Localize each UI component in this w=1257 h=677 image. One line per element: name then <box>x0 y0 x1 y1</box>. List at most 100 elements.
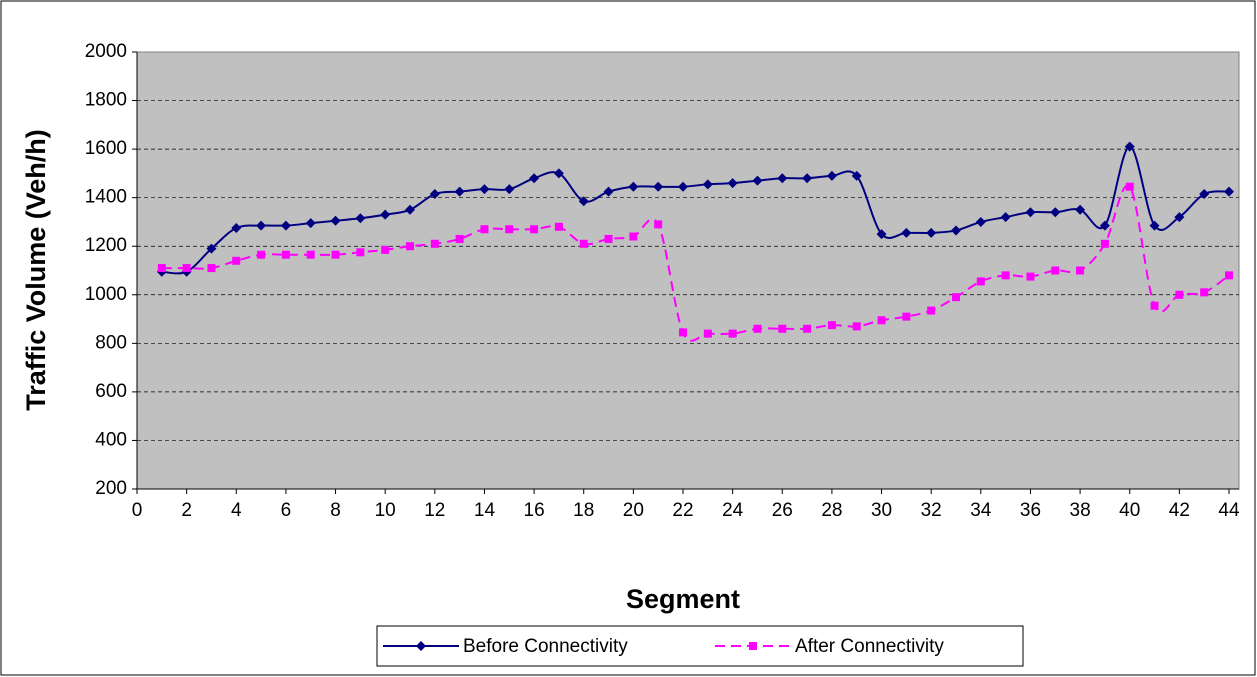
data-point <box>1124 141 1135 152</box>
data-point <box>752 175 763 186</box>
data-point <box>852 322 861 331</box>
y-tick-label: 800 <box>95 332 127 353</box>
data-point <box>182 264 191 273</box>
data-point <box>629 232 638 241</box>
data-point <box>976 277 985 286</box>
data-point <box>1200 288 1209 297</box>
x-tick-label: 20 <box>623 500 644 521</box>
data-point <box>529 173 540 184</box>
data-point <box>702 179 713 190</box>
y-tick-label: 1000 <box>85 284 127 305</box>
data-point <box>653 181 664 192</box>
data-point <box>356 248 365 257</box>
legend-marker <box>416 641 426 651</box>
data-point <box>654 220 663 229</box>
data-point <box>578 196 589 207</box>
data-point <box>1025 207 1036 218</box>
data-point <box>257 250 266 259</box>
data-point <box>728 329 737 338</box>
data-point <box>430 239 439 248</box>
data-point <box>505 225 514 234</box>
data-point <box>727 178 738 189</box>
data-point <box>628 181 639 192</box>
x-tick-label: 16 <box>524 500 545 521</box>
y-tick-label: 1200 <box>85 235 127 256</box>
x-tick-label: 26 <box>772 500 793 521</box>
x-tick-label: 8 <box>330 500 341 521</box>
x-tick-label: 10 <box>375 500 396 521</box>
x-tick-label: 24 <box>722 500 744 521</box>
data-point <box>1100 239 1109 248</box>
x-tick-label: 0 <box>132 500 143 521</box>
y-tick-label: 1800 <box>85 90 127 111</box>
legend-label: Before Connectivity <box>463 636 628 657</box>
data-point <box>355 213 366 224</box>
data-point <box>429 189 440 200</box>
data-point <box>554 222 563 231</box>
legend-box <box>376 625 1024 667</box>
data-point <box>1051 266 1060 275</box>
data-point <box>1175 290 1184 299</box>
x-tick-label: 6 <box>281 500 292 521</box>
data-point <box>232 256 241 265</box>
data-point <box>679 328 687 337</box>
legend-label: After Connectivity <box>795 636 944 657</box>
data-point <box>952 293 960 302</box>
x-axis-title: Segment <box>626 584 740 614</box>
data-point <box>1000 212 1011 223</box>
data-point <box>281 250 290 259</box>
data-point <box>851 170 862 181</box>
data-point <box>603 186 614 197</box>
data-point <box>454 186 465 197</box>
data-point <box>753 324 762 333</box>
data-point <box>579 239 588 248</box>
data-point <box>703 329 712 338</box>
data-point <box>678 181 688 192</box>
data-point <box>927 306 936 315</box>
x-tick-label: 18 <box>573 500 594 521</box>
data-point <box>901 227 912 238</box>
data-point <box>1125 182 1134 191</box>
x-tick-label: 14 <box>474 500 496 521</box>
data-point <box>902 312 911 321</box>
data-point <box>1150 301 1159 310</box>
data-point <box>1050 207 1061 218</box>
data-point <box>827 321 836 330</box>
y-tick-label: 200 <box>95 478 127 499</box>
data-point <box>877 316 886 325</box>
x-tick-label: 36 <box>1020 500 1041 521</box>
data-point <box>207 264 216 273</box>
x-tick-label: 40 <box>1119 500 1140 521</box>
data-point <box>1026 272 1035 281</box>
data-point <box>381 245 390 254</box>
x-tick-label: 22 <box>672 500 693 521</box>
data-point <box>1224 186 1234 197</box>
data-point <box>1099 220 1110 231</box>
data-point <box>206 243 217 254</box>
data-point <box>331 250 340 259</box>
data-point <box>305 218 316 229</box>
data-point <box>778 324 787 333</box>
data-point <box>380 209 391 220</box>
x-tick-label: 2 <box>181 500 192 521</box>
x-tick-label: 38 <box>1070 500 1091 521</box>
data-point <box>604 234 613 243</box>
series-line <box>161 184 1230 342</box>
data-point <box>1076 266 1085 275</box>
data-point <box>480 225 489 234</box>
x-tick-label: 32 <box>921 500 942 521</box>
data-point <box>926 227 937 238</box>
data-point <box>876 229 887 240</box>
y-tick-label: 400 <box>95 429 127 450</box>
data-point <box>951 225 961 236</box>
y-tick-label: 1400 <box>85 187 127 208</box>
x-tick-label: 30 <box>871 500 892 521</box>
data-point <box>231 223 242 234</box>
data-point <box>777 173 788 184</box>
y-tick-label: 600 <box>95 381 127 402</box>
data-point <box>1174 212 1185 223</box>
y-tick-label: 1600 <box>85 138 127 159</box>
data-point <box>306 250 315 259</box>
data-point <box>479 184 490 195</box>
data-point <box>1075 204 1086 215</box>
